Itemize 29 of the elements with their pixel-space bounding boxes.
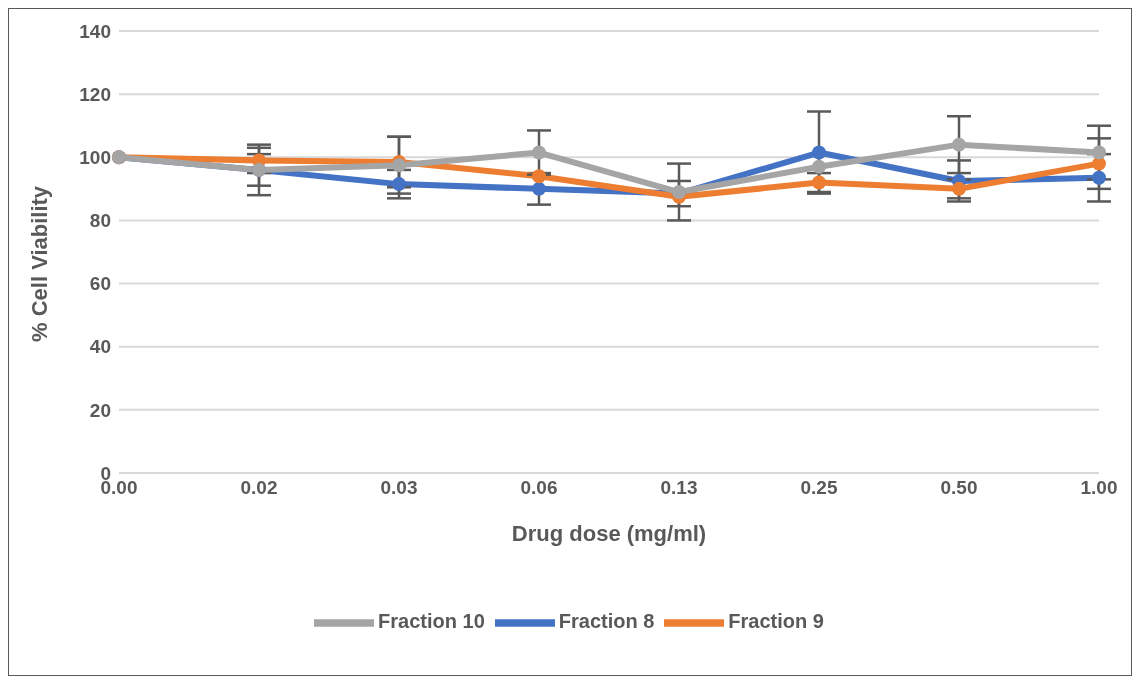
point — [1092, 156, 1106, 171]
x-tick-label: 0.25 — [800, 477, 838, 499]
x-tick-label: 1.00 — [1080, 477, 1118, 499]
y-tick-label: 40 — [89, 336, 111, 358]
point — [952, 137, 966, 152]
point — [812, 145, 826, 160]
point — [812, 159, 826, 174]
point — [532, 169, 546, 184]
point — [532, 145, 546, 160]
y-tick-label: 120 — [79, 83, 111, 105]
point — [1092, 170, 1106, 185]
y-tick-label: 100 — [79, 147, 111, 169]
y-tick-label: 140 — [79, 20, 111, 42]
legend-label: Fraction 10 — [378, 610, 485, 633]
y-axis-title: % Cell Viability — [26, 185, 52, 342]
point — [392, 177, 406, 192]
point — [532, 181, 546, 196]
x-tick-label: 0.50 — [940, 477, 978, 499]
y-tick-label: 60 — [89, 273, 111, 295]
x-tick-label: 0.13 — [660, 477, 698, 499]
x-tick-label: 0.02 — [240, 477, 278, 499]
x-tick-label: 0.03 — [380, 477, 418, 499]
legend-label: Fraction 9 — [728, 610, 824, 633]
legend-label: Fraction 8 — [558, 610, 655, 633]
y-tick-label: 20 — [89, 399, 111, 421]
y-tick-label: 80 — [89, 210, 111, 232]
x-tick-label: 0.06 — [520, 477, 558, 499]
x-axis-title: Drug dose (mg/ml) — [511, 521, 707, 546]
point — [1092, 145, 1106, 160]
